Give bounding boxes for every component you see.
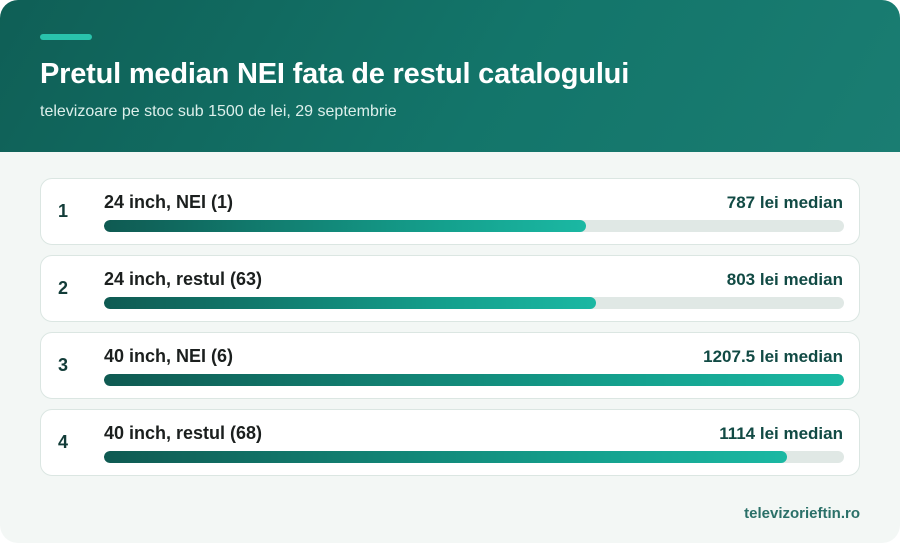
source-label: televizorieftin.ro — [744, 505, 860, 522]
bar-row: 1 24 inch, NEI (1) 787 lei median — [40, 178, 860, 245]
bar — [104, 220, 587, 232]
value-label: 1207.5 lei median — [703, 347, 843, 366]
bar-track — [104, 220, 844, 232]
bar-row: 2 24 inch, restul (63) 803 lei median — [40, 255, 860, 322]
bar-track — [104, 374, 844, 386]
accent-bar — [40, 34, 92, 40]
chart-title: Pretul median NEI fata de restul catalog… — [40, 58, 630, 90]
bar — [104, 297, 597, 309]
category-label: 24 inch, NEI (1) — [104, 192, 234, 212]
rank-number: 2 — [58, 278, 69, 298]
value-label: 803 lei median — [726, 270, 843, 289]
bar — [104, 451, 787, 463]
rank-number: 3 — [58, 355, 69, 375]
category-label: 24 inch, restul (63) — [104, 269, 263, 289]
category-label: 40 inch, restul (68) — [104, 423, 263, 443]
chart-subtitle: televizoare pe stoc sub 1500 de lei, 29 … — [40, 103, 397, 120]
value-label: 1114 lei median — [719, 424, 843, 443]
bar — [104, 374, 844, 386]
category-label: 40 inch, NEI (6) — [104, 346, 234, 366]
bar-row: 4 40 inch, restul (68) 1114 lei median — [40, 409, 860, 476]
bar-row: 3 40 inch, NEI (6) 1207.5 lei median — [40, 332, 860, 399]
rank-number: 1 — [58, 201, 69, 221]
value-label: 787 lei median — [726, 193, 843, 212]
rank-number: 4 — [58, 432, 69, 452]
bar-track — [104, 451, 844, 463]
header: Pretul median NEI fata de restul catalog… — [0, 0, 900, 152]
bar-track — [104, 297, 844, 309]
